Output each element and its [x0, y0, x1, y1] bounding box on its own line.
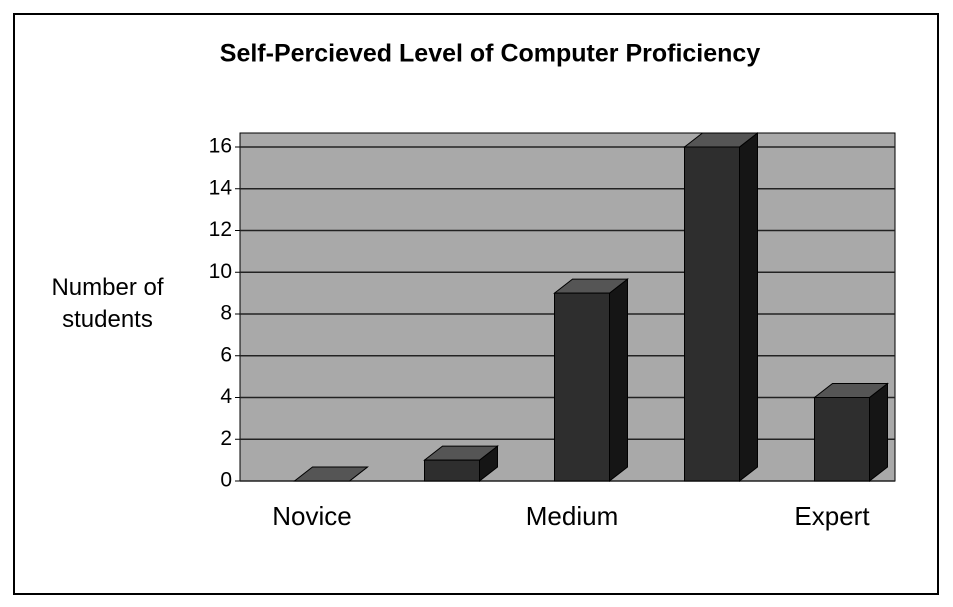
y-tick-label: 4 — [220, 385, 232, 408]
bar-side — [869, 382, 888, 483]
bar — [293, 466, 369, 482]
bar-front — [424, 459, 480, 482]
chart-title: Self-Percieved Level of Computer Profici… — [220, 40, 761, 68]
bar — [813, 382, 889, 483]
bar — [683, 131, 759, 483]
y-tick-label: 14 — [209, 176, 233, 199]
y-tick-label: 0 — [220, 469, 232, 492]
bar-front — [554, 292, 610, 482]
x-tick-label: Novice — [272, 501, 351, 531]
y-tick-label: 6 — [220, 343, 232, 366]
bar-side — [609, 278, 628, 483]
y-tick-label: 8 — [220, 302, 232, 325]
x-tick-label: Medium — [526, 501, 618, 531]
y-tick-label: 12 — [209, 218, 232, 241]
bar-front — [814, 397, 870, 482]
y-tick-label: 10 — [209, 260, 232, 283]
y-tick-label: 2 — [220, 427, 232, 450]
bar — [423, 445, 499, 483]
bar-front — [684, 146, 740, 482]
bar — [553, 278, 629, 483]
y-tick-label: 16 — [209, 135, 232, 158]
y-axis-label: Number of students — [51, 274, 164, 333]
x-tick-label: Expert — [794, 501, 870, 531]
bar-side — [739, 131, 758, 483]
